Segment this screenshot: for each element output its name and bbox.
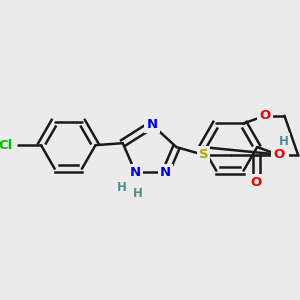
Text: O: O bbox=[273, 148, 284, 161]
Text: S: S bbox=[199, 148, 208, 161]
Text: N: N bbox=[160, 166, 171, 179]
Text: O: O bbox=[259, 109, 271, 122]
Text: H: H bbox=[117, 182, 127, 194]
Text: N: N bbox=[146, 118, 158, 131]
Text: O: O bbox=[250, 176, 262, 189]
Text: N: N bbox=[130, 166, 141, 179]
Text: Cl: Cl bbox=[0, 139, 13, 152]
Text: H: H bbox=[133, 187, 142, 200]
Text: N: N bbox=[276, 148, 287, 161]
Text: H: H bbox=[278, 135, 288, 148]
